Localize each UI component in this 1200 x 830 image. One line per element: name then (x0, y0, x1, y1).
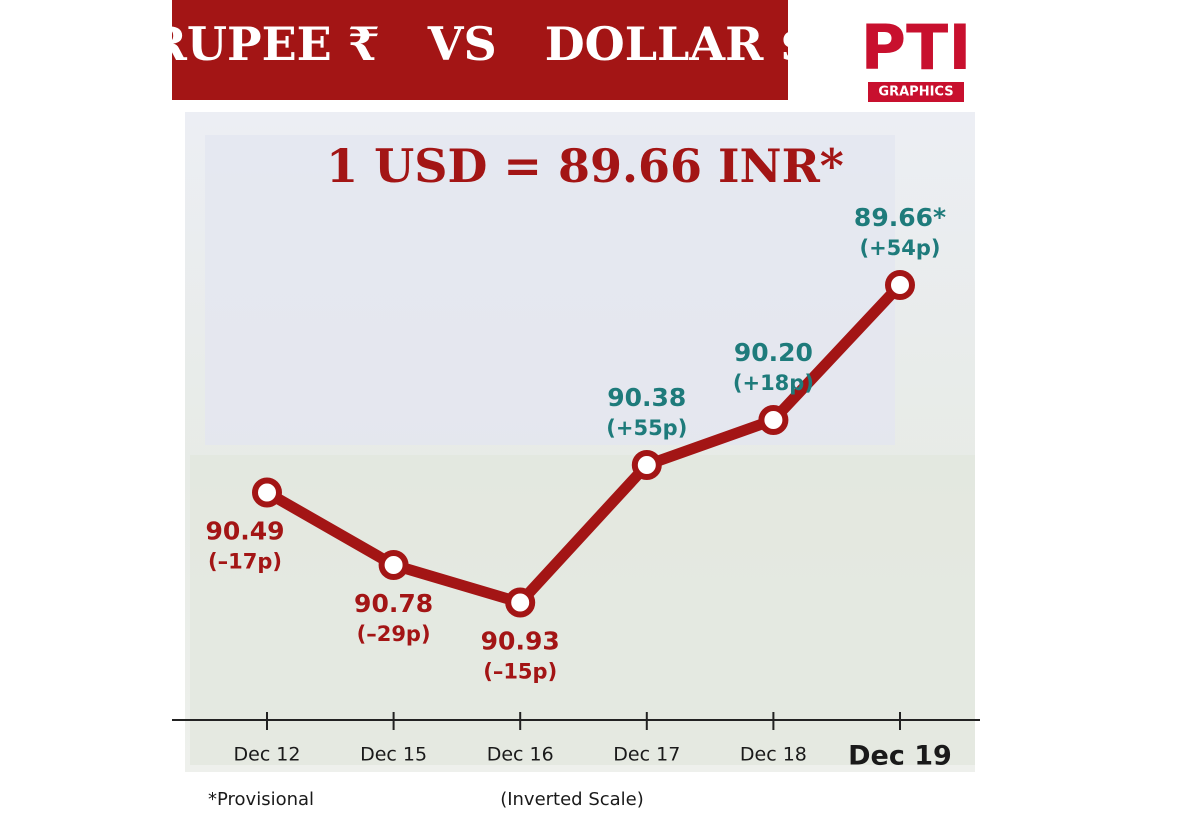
point (378, 550, 409, 580)
headline: 1 USD = 89.66 INR* (326, 139, 844, 193)
value-label: 90.20 (734, 338, 813, 367)
change-label: (+55p) (606, 416, 687, 440)
x-tick-label: Dec 15 (360, 744, 427, 766)
point (885, 270, 915, 300)
value-label: 89.66* (854, 203, 946, 232)
x-tick-label: Dec 18 (740, 744, 807, 766)
change-label: (–17p) (208, 550, 282, 574)
x-tick-label: Dec 12 (234, 744, 301, 766)
line (264, 281, 905, 608)
logo: PTI (861, 11, 972, 84)
change-label: (–29p) (357, 622, 431, 646)
point (505, 587, 536, 618)
change-label: (–15p) (483, 660, 557, 684)
x-tick-label: Dec 17 (613, 744, 680, 766)
change-label: (+54p) (859, 236, 940, 260)
x-tick-label: Dec 19 (848, 741, 952, 772)
banknote-usd (190, 455, 975, 765)
x-tick-label: Dec 16 (487, 744, 554, 766)
title-bar (172, 0, 788, 100)
value-label: 90.93 (481, 627, 560, 656)
chart-title: RUPEE ₹ VS DOLLAR $ (149, 17, 812, 71)
value-label: 90.38 (607, 383, 686, 412)
point (631, 450, 662, 480)
value-label: 90.49 (205, 517, 284, 546)
logo-band (868, 82, 964, 102)
scale-note: (Inverted Scale) (500, 789, 644, 810)
point (252, 477, 282, 508)
change-label: (+18p) (733, 371, 814, 395)
logo-subtitle: GRAPHICS (878, 85, 953, 100)
value-label: 90.78 (354, 589, 433, 618)
footnote: *Provisional (208, 789, 314, 810)
banknote-inr (205, 135, 895, 445)
point (758, 405, 789, 435)
